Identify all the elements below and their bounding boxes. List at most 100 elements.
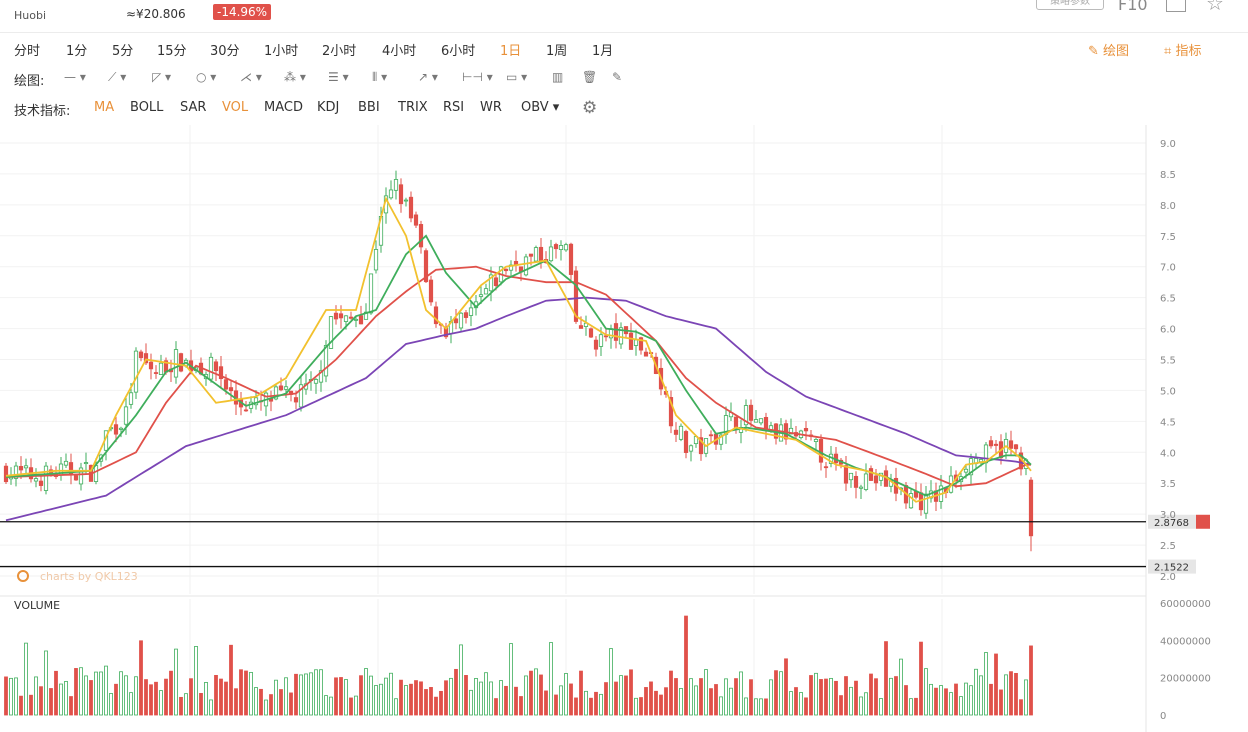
volume-bar xyxy=(49,688,53,716)
indicator-ma[interactable]: MA xyxy=(94,100,115,115)
volume-bar xyxy=(719,696,723,716)
trash-icon[interactable]: 🗑 xyxy=(582,70,598,84)
candle-body xyxy=(568,243,574,275)
draw-action[interactable]: ✎ 绘图 xyxy=(1088,40,1129,59)
candle-body xyxy=(138,351,144,359)
volume-bar xyxy=(824,678,828,716)
indicator-trix[interactable]: TRIX xyxy=(398,100,428,115)
indicator-kdj[interactable]: KDJ xyxy=(317,100,340,115)
tab-period-2[interactable]: 5分 xyxy=(112,44,134,59)
volume-bar xyxy=(849,686,853,716)
tab-period-10[interactable]: 1周 xyxy=(546,44,568,59)
candle-body xyxy=(848,472,854,481)
candle-body xyxy=(983,444,989,464)
volume-bar xyxy=(304,673,308,716)
indicator-rsi[interactable]: RSI xyxy=(443,100,465,115)
candle-body xyxy=(63,460,69,466)
gann-tool-icon[interactable]: ⦀ ▾ xyxy=(372,70,388,84)
indicator-wr[interactable]: WR xyxy=(480,100,502,115)
channel-tool-icon[interactable]: ◸ ▾ xyxy=(152,70,172,84)
volume-bar xyxy=(84,675,88,716)
volume-bar xyxy=(24,642,28,716)
tab-period-4[interactable]: 30分 xyxy=(210,44,240,59)
brush-icon[interactable]: ✎ xyxy=(612,70,623,84)
volume-bar xyxy=(694,685,698,716)
f10-button[interactable]: F10 xyxy=(1118,0,1148,14)
candle-body xyxy=(908,493,914,509)
tab-period-1[interactable]: 1分 xyxy=(66,44,88,59)
tab-period-8[interactable]: 6小时 xyxy=(441,44,476,59)
comment-tool-icon[interactable]: ▭ ▾ xyxy=(506,70,528,84)
indicator-macd[interactable]: MACD xyxy=(264,100,303,115)
measure-tool-icon[interactable]: ⊢⊣ ▾ xyxy=(462,70,493,84)
candle-body xyxy=(323,345,329,377)
volume-bar xyxy=(779,671,783,716)
circle-tool-icon[interactable]: ○ ▾ xyxy=(196,70,217,84)
bars-tool-icon[interactable]: ▥ xyxy=(552,70,564,84)
candle-body xyxy=(253,397,259,406)
volume-bar xyxy=(799,692,803,716)
volume-bar xyxy=(1009,671,1013,716)
volume-bar xyxy=(214,674,218,716)
pattern-tool-icon[interactable]: ⁂ ▾ xyxy=(284,70,306,84)
strategy-param-button[interactable]: 策略参数 xyxy=(1036,0,1104,10)
settings-gear-icon[interactable]: ⚙ xyxy=(582,98,598,118)
candle-body xyxy=(688,445,694,452)
price-tick: 5.5 xyxy=(1160,356,1176,367)
volume-bar xyxy=(1019,699,1023,716)
indicator-boll[interactable]: BOLL xyxy=(130,100,164,115)
tab-period-6[interactable]: 2小时 xyxy=(322,44,357,59)
candle-body xyxy=(968,458,974,476)
arrow-tool-icon[interactable]: ↗ ▾ xyxy=(418,70,438,84)
price-tick: 3.5 xyxy=(1160,479,1176,490)
volume-bar xyxy=(164,678,168,716)
candlestick-chart[interactable]: 2.8768 2.1522 9.0 8.5 8.0 7.5 7.0 6.5 6.0 5.5 5.0… xyxy=(0,125,1248,732)
volume-bar xyxy=(814,672,818,716)
fib-tool-icon[interactable]: ☰ ▾ xyxy=(328,70,349,84)
tab-period-9[interactable]: 1日 xyxy=(500,44,522,59)
volume-bar xyxy=(959,696,963,716)
volume-bar xyxy=(789,691,793,716)
volume-bar xyxy=(289,692,293,716)
line-tool-icon[interactable]: — ▾ xyxy=(64,70,86,84)
volume-bar xyxy=(294,673,298,716)
volume-bar xyxy=(69,696,73,716)
volume-bar xyxy=(189,678,193,716)
candle-body xyxy=(643,351,649,357)
volume-bar xyxy=(309,672,313,716)
tab-period-11[interactable]: 1月 xyxy=(592,44,614,59)
indicator-obv[interactable]: OBV ▾ xyxy=(521,100,560,115)
volume-bar xyxy=(879,698,883,716)
candle-body xyxy=(753,419,759,423)
volume-bar xyxy=(459,644,463,716)
volume-bar xyxy=(94,671,98,716)
candle-body xyxy=(123,406,129,425)
volume-bar xyxy=(359,675,363,716)
indicator-vol[interactable]: VOL xyxy=(222,100,249,115)
candle-body xyxy=(93,465,99,482)
indicator-bbi[interactable]: BBI xyxy=(358,100,380,115)
volume-bar xyxy=(159,690,163,716)
indicator-action-label: 指标 xyxy=(1175,44,1202,59)
tab-period-0[interactable]: 分时 xyxy=(14,44,41,59)
wave-tool-icon[interactable]: ⋌ ▾ xyxy=(240,70,262,84)
segment-tool-icon[interactable]: ⟋ ▾ xyxy=(108,70,127,84)
tab-period-3[interactable]: 15分 xyxy=(157,44,187,59)
volume-bar xyxy=(244,670,248,716)
candle-body xyxy=(398,184,404,205)
candle-body xyxy=(393,179,399,191)
candle-body xyxy=(133,350,139,393)
star-icon[interactable]: ☆ xyxy=(1206,0,1224,15)
tab-period-7[interactable]: 4小时 xyxy=(382,44,417,59)
volume-bar xyxy=(934,687,938,716)
expand-icon[interactable] xyxy=(1166,0,1186,12)
indicator-action[interactable]: ⌗ 指标 xyxy=(1164,40,1201,59)
draw-toolbar: 绘图: — ▾ ⟋ ▾ ◸ ▾ ○ ▾ ⋌ ▾ ⁂ ▾ ☰ ▾ ⦀ ▾ ↗ ▾ … xyxy=(0,68,1248,89)
candle-body xyxy=(533,247,539,262)
tab-period-5[interactable]: 1小时 xyxy=(264,44,299,59)
volume-bar xyxy=(604,682,608,716)
candle-body xyxy=(873,475,879,484)
indicator-sar[interactable]: SAR xyxy=(180,100,207,115)
volume-bar xyxy=(324,695,328,716)
volume-bar xyxy=(74,668,78,716)
